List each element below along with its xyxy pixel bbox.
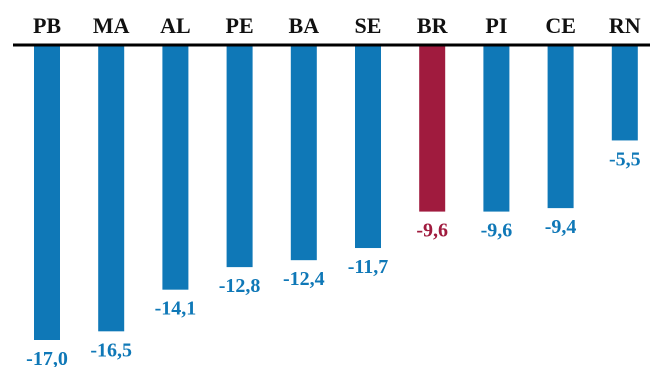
bar-pb <box>34 45 60 340</box>
value-label-rn: -5,5 <box>609 148 641 170</box>
bar-ba <box>290 45 317 261</box>
bar-pe <box>226 45 253 268</box>
bar-ma <box>98 45 125 332</box>
category-label-rn: RN <box>609 13 641 38</box>
category-label-br: BR <box>417 13 449 38</box>
category-label-ba: BA <box>289 13 320 38</box>
bar-al <box>162 45 189 290</box>
category-label-pe: PE <box>226 13 254 38</box>
category-label-ma: MA <box>93 13 130 38</box>
bar-pi <box>483 45 510 212</box>
bar-se <box>355 45 381 249</box>
value-label-ma: -16,5 <box>90 339 132 361</box>
value-label-pe: -12,8 <box>219 275 261 297</box>
value-label-br: -9,6 <box>416 220 448 242</box>
bar-br <box>419 45 446 212</box>
category-label-pi: PI <box>485 13 507 38</box>
value-label-ba: -12,4 <box>283 268 325 290</box>
value-label-al: -14,1 <box>155 298 197 320</box>
value-label-se: -11,7 <box>348 256 389 278</box>
value-label-pb: -17,0 <box>26 348 68 367</box>
category-label-ce: CE <box>545 13 576 38</box>
value-label-ce: -9,4 <box>545 216 577 238</box>
bar-ce <box>547 45 574 209</box>
category-label-pb: PB <box>33 13 61 38</box>
category-label-se: SE <box>355 13 382 38</box>
value-label-pi: -9,6 <box>481 220 513 242</box>
bar-rn <box>611 45 638 141</box>
category-label-al: AL <box>160 13 191 38</box>
